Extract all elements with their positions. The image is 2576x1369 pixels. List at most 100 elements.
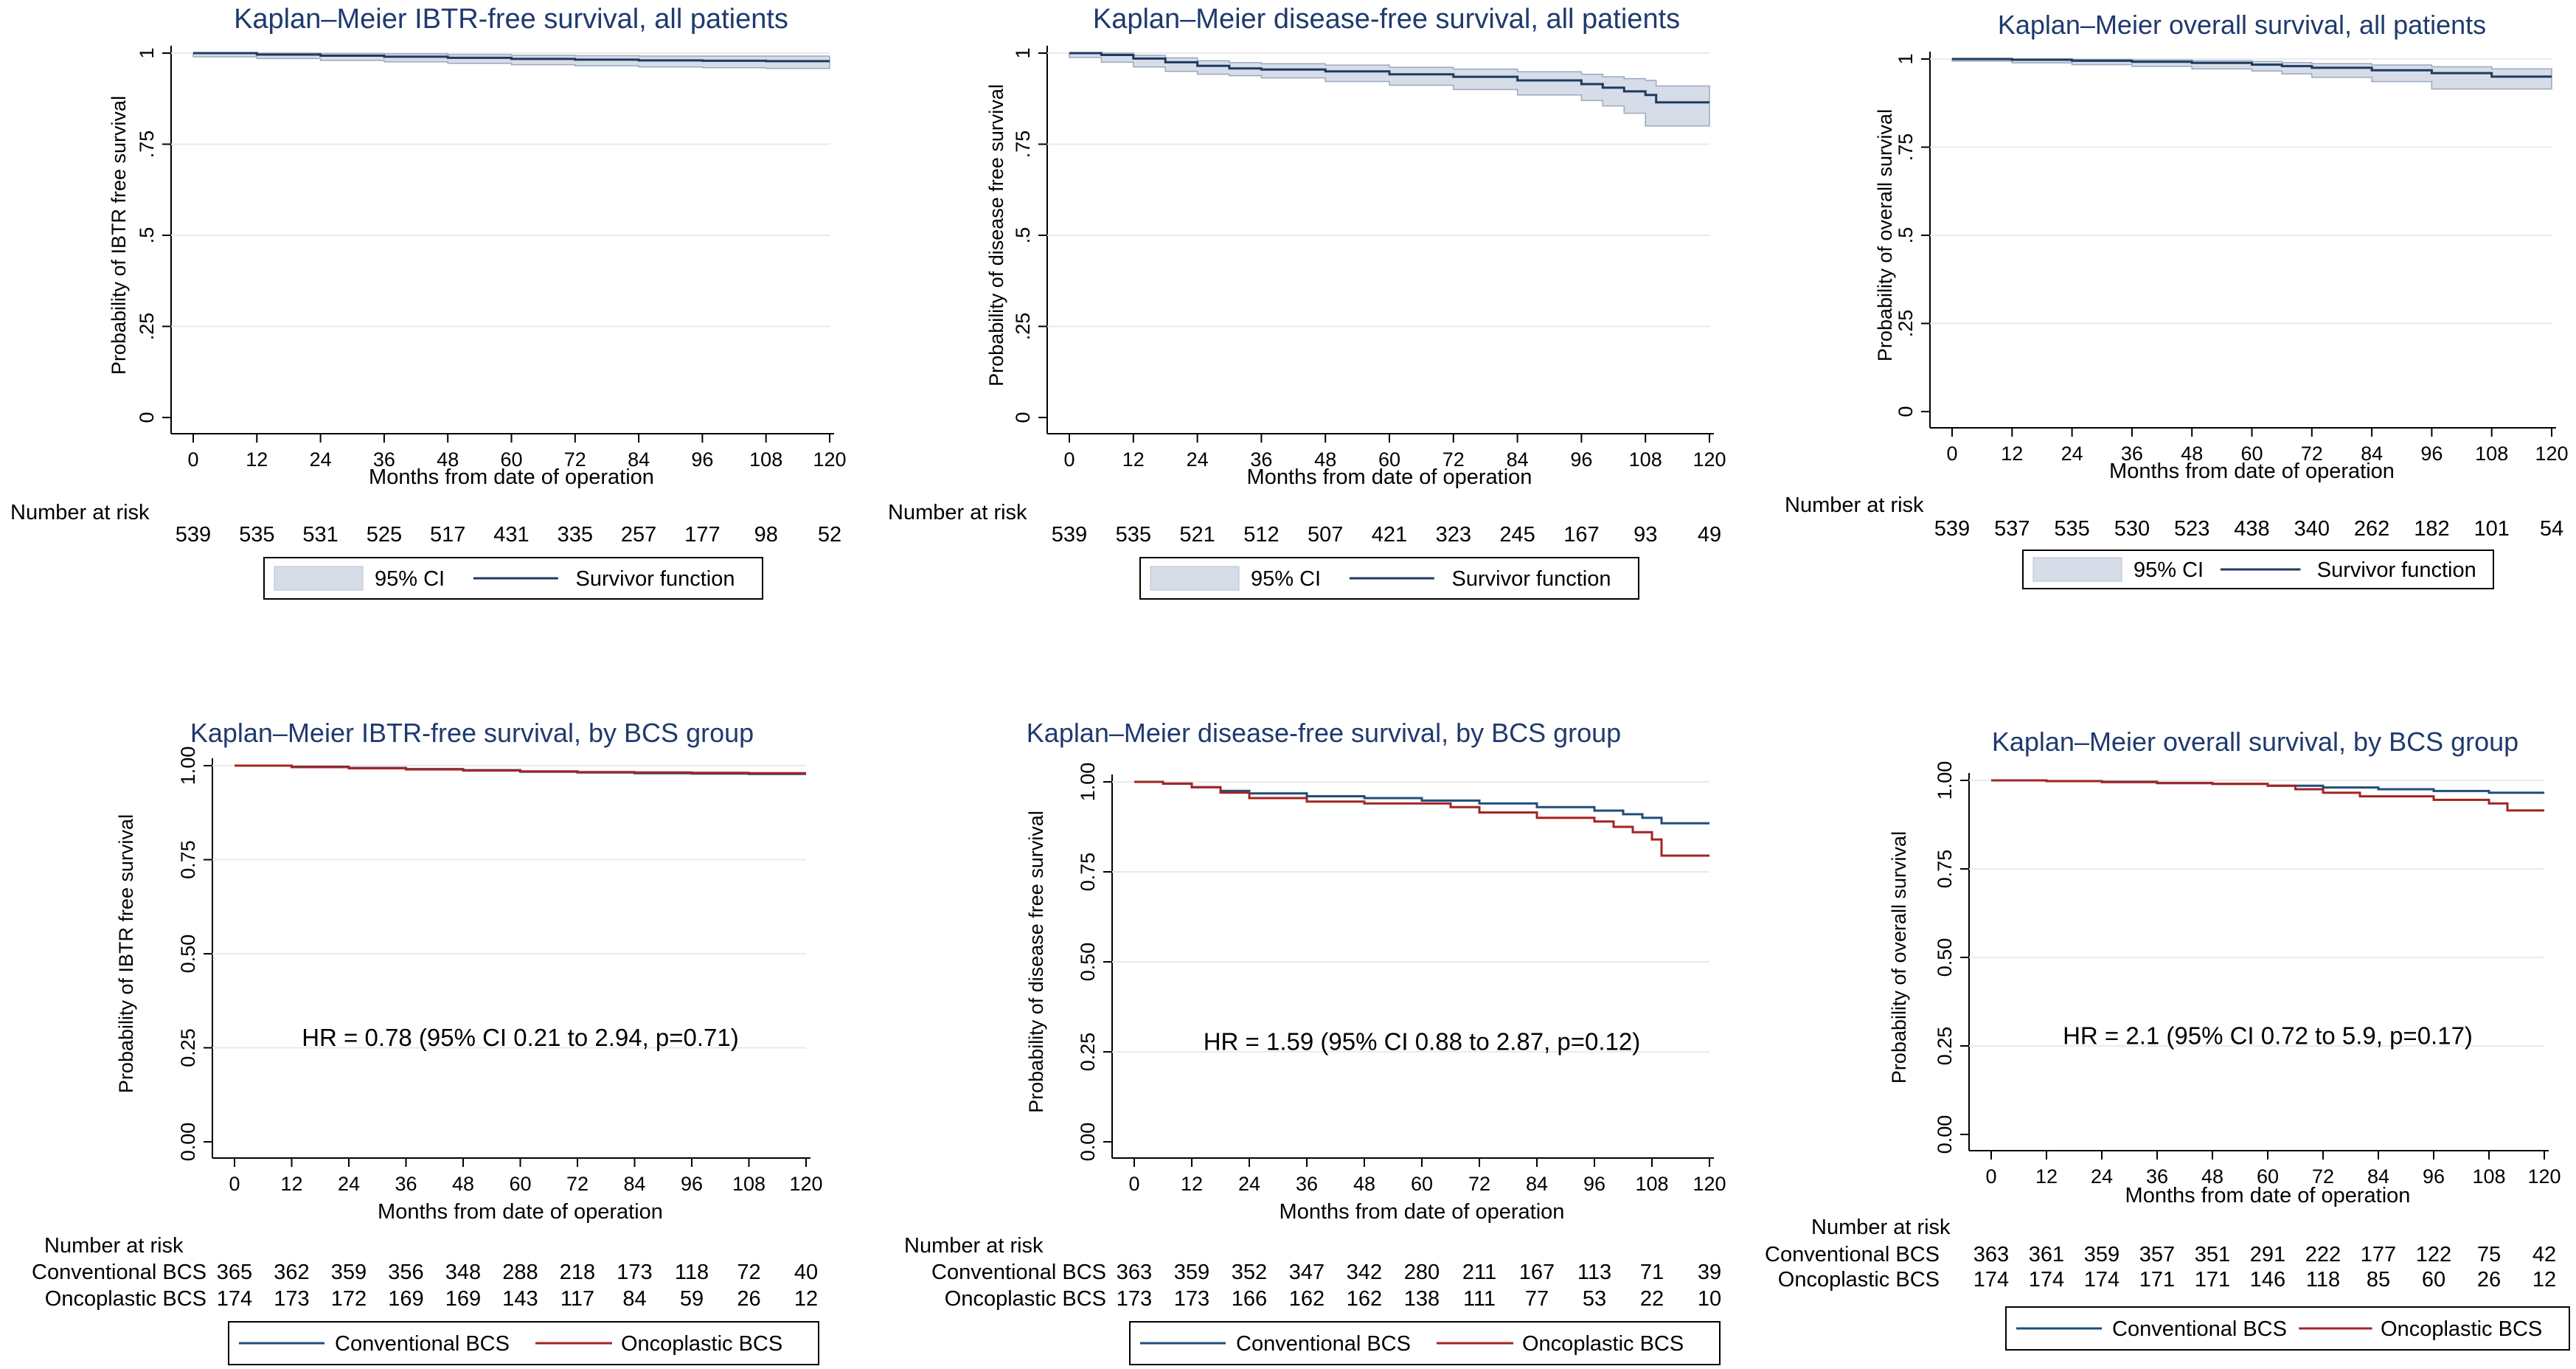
risk-value: 512 — [1243, 523, 1279, 547]
risk-value: 525 — [367, 523, 402, 547]
risk-value: 85 — [2367, 1268, 2390, 1292]
risk-value: 49 — [1698, 523, 1721, 547]
number-at-risk-label: Number at risk — [888, 501, 1027, 524]
risk-value: 174 — [217, 1287, 252, 1311]
risk-value: 535 — [2054, 517, 2089, 541]
risk-value: 218 — [560, 1261, 595, 1284]
risk-value: 351 — [2195, 1243, 2230, 1266]
risk-value: 118 — [675, 1261, 709, 1284]
survival-line-oncoplastic — [235, 764, 806, 774]
x-tick-label: 120 — [2527, 1165, 2561, 1188]
x-tick-label: 36 — [1250, 448, 1272, 471]
number-at-risk-label: Number at risk — [1785, 493, 1924, 517]
y-tick-label: .75 — [1895, 134, 1917, 162]
y-tick-label: 1 — [1012, 47, 1034, 58]
risk-value: 169 — [445, 1287, 481, 1311]
y-tick-label: 0 — [1012, 412, 1034, 423]
x-tick-label: 84 — [2367, 1165, 2389, 1188]
risk-value: 359 — [331, 1261, 367, 1284]
risk-value: 171 — [2139, 1268, 2175, 1292]
risk-value: 52 — [818, 523, 841, 547]
risk-value: 42 — [2532, 1243, 2556, 1266]
x-tick-label: 48 — [1314, 448, 1336, 471]
x-tick-label: 84 — [1526, 1173, 1548, 1195]
y-tick-label: 0.50 — [177, 935, 199, 974]
chart-title: Kaplan–Meier IBTR-free survival, all pat… — [234, 4, 788, 35]
y-tick-label: .25 — [136, 313, 158, 341]
x-tick-label: 0 — [187, 448, 198, 471]
risk-value: 365 — [217, 1261, 252, 1284]
x-tick-label: 60 — [1378, 448, 1400, 471]
x-tick-label: 72 — [566, 1173, 589, 1195]
risk-row-name: Oncoplastic BCS — [45, 1287, 206, 1311]
risk-value: 12 — [2532, 1268, 2556, 1292]
x-tick-label: 24 — [2091, 1165, 2113, 1188]
risk-value: 162 — [1347, 1287, 1382, 1311]
survival-line-all — [1069, 52, 1709, 104]
x-tick-label: 84 — [628, 448, 650, 471]
x-tick-label: 96 — [1583, 1173, 1605, 1195]
y-tick-label: 0 — [136, 412, 158, 423]
risk-value: 101 — [2474, 517, 2510, 541]
legend-ci-swatch — [1150, 566, 1240, 591]
legend-survivor-label: Survivor function — [2317, 558, 2476, 582]
x-tick-label: 84 — [2361, 443, 2383, 465]
risk-value: 72 — [737, 1261, 760, 1284]
legend-oncoplastic-label: Oncoplastic BCS — [621, 1332, 782, 1356]
risk-value: 162 — [1289, 1287, 1325, 1311]
risk-value: 530 — [2114, 517, 2150, 541]
risk-value: 174 — [2029, 1268, 2064, 1292]
x-tick-label: 72 — [1468, 1173, 1490, 1195]
x-tick-label: 48 — [452, 1173, 474, 1195]
x-tick-label: 36 — [1296, 1173, 1318, 1195]
x-tick-label: 108 — [749, 448, 782, 471]
risk-value: 539 — [176, 523, 211, 547]
legend-box — [228, 1321, 819, 1365]
risk-value: 173 — [617, 1261, 652, 1284]
y-axis-label: Probability of overall survival — [1888, 831, 1910, 1084]
legend-oncoplastic-label: Oncoplastic BCS — [1522, 1332, 1684, 1356]
legend-survivor-label: Survivor function — [576, 567, 735, 591]
risk-value: 93 — [1634, 523, 1657, 547]
y-tick-label: 0.25 — [1934, 1027, 1956, 1066]
x-tick-label: 108 — [1629, 448, 1662, 471]
y-tick-label: 0.25 — [177, 1028, 199, 1067]
risk-value: 12 — [794, 1287, 818, 1311]
y-tick-label: 1.00 — [177, 746, 199, 786]
risk-value: 98 — [754, 523, 778, 547]
y-tick-label: .5 — [1012, 227, 1034, 244]
x-tick-label: 48 — [2181, 443, 2203, 465]
chart-panel-p5: Kaplan–Meier disease-free survival, by B… — [904, 718, 1726, 1365]
x-tick-label: 60 — [509, 1173, 531, 1195]
x-tick-label: 108 — [732, 1173, 765, 1195]
x-tick-label: 60 — [2257, 1165, 2279, 1188]
risk-value: 363 — [1117, 1261, 1152, 1284]
x-tick-label: 24 — [1238, 1173, 1260, 1195]
x-tick-label: 72 — [2312, 1165, 2334, 1188]
risk-value: 122 — [2416, 1243, 2451, 1266]
survival-line-oncoplastic — [1134, 780, 1709, 857]
hazard-ratio-annotation: HR = 2.1 (95% CI 0.72 to 5.9, p=0.17) — [2063, 1022, 2473, 1050]
x-tick-label: 96 — [2423, 1165, 2445, 1188]
x-tick-label: 48 — [1353, 1173, 1375, 1195]
x-tick-label: 120 — [2535, 443, 2568, 465]
x-axis-label: Months from date of operation — [378, 1200, 663, 1224]
y-tick-label: 1 — [1895, 53, 1917, 64]
risk-value: 26 — [2477, 1268, 2501, 1292]
x-tick-label: 108 — [2472, 1165, 2505, 1188]
risk-value: 167 — [1563, 523, 1599, 547]
risk-value: 257 — [621, 523, 656, 547]
number-at-risk-label: Number at risk — [1811, 1216, 1951, 1239]
risk-value: 421 — [1372, 523, 1407, 547]
y-tick-label: .25 — [1895, 310, 1917, 338]
risk-value: 431 — [493, 523, 529, 547]
x-tick-label: 72 — [564, 448, 586, 471]
risk-value: 59 — [680, 1287, 704, 1311]
x-tick-label: 72 — [2301, 443, 2323, 465]
risk-value: 535 — [1116, 523, 1151, 547]
risk-value: 323 — [1436, 523, 1471, 547]
x-tick-label: 0 — [229, 1173, 240, 1195]
risk-value: 171 — [2195, 1268, 2230, 1292]
risk-value: 177 — [2361, 1243, 2396, 1266]
risk-value: 521 — [1179, 523, 1215, 547]
